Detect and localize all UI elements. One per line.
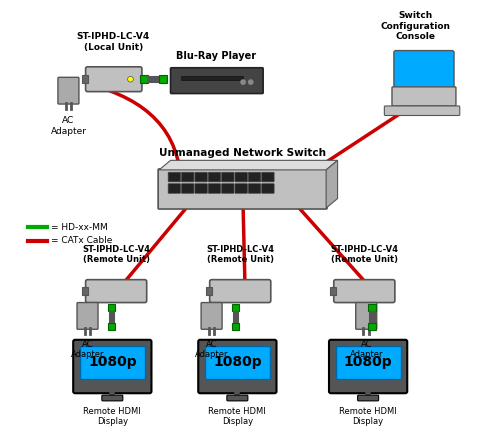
Text: 1080p: 1080p: [88, 355, 137, 369]
FancyBboxPatch shape: [108, 322, 115, 330]
FancyBboxPatch shape: [86, 279, 147, 302]
FancyBboxPatch shape: [233, 311, 238, 322]
FancyBboxPatch shape: [221, 184, 234, 193]
Text: Switch
Configuration
Console: Switch Configuration Console: [381, 11, 451, 41]
FancyBboxPatch shape: [168, 184, 181, 193]
Text: 1080p: 1080p: [344, 355, 392, 369]
FancyBboxPatch shape: [159, 75, 167, 83]
Polygon shape: [159, 160, 338, 170]
FancyBboxPatch shape: [384, 106, 460, 115]
Text: Blu-Ray Player: Blu-Ray Player: [176, 51, 256, 61]
FancyBboxPatch shape: [198, 340, 276, 393]
FancyBboxPatch shape: [235, 184, 247, 193]
FancyBboxPatch shape: [356, 302, 377, 329]
Text: ST-IPHD-LC-V4
(Remote Unit): ST-IPHD-LC-V4 (Remote Unit): [82, 245, 150, 265]
FancyBboxPatch shape: [210, 279, 271, 302]
FancyBboxPatch shape: [195, 172, 207, 182]
FancyBboxPatch shape: [392, 87, 456, 106]
FancyBboxPatch shape: [140, 75, 147, 83]
FancyBboxPatch shape: [262, 184, 274, 193]
FancyBboxPatch shape: [232, 303, 239, 311]
FancyBboxPatch shape: [205, 346, 270, 379]
Text: ST-IPHD-LC-V4
(Local Unit): ST-IPHD-LC-V4 (Local Unit): [76, 32, 150, 52]
FancyBboxPatch shape: [235, 172, 247, 182]
Text: Unmanaged Network Switch: Unmanaged Network Switch: [159, 148, 326, 158]
FancyBboxPatch shape: [208, 172, 220, 182]
FancyBboxPatch shape: [108, 311, 114, 322]
Text: AC
Adapter: AC Adapter: [195, 340, 228, 359]
FancyBboxPatch shape: [82, 75, 88, 83]
FancyBboxPatch shape: [201, 302, 222, 329]
FancyBboxPatch shape: [248, 184, 261, 193]
Text: AC
Adapter: AC Adapter: [71, 340, 104, 359]
Text: = CATx Cable: = CATx Cable: [51, 236, 113, 245]
Polygon shape: [326, 160, 338, 208]
FancyBboxPatch shape: [262, 172, 274, 182]
Text: Remote HDMI
Display: Remote HDMI Display: [83, 406, 141, 426]
FancyBboxPatch shape: [248, 172, 261, 182]
Circle shape: [248, 79, 254, 85]
FancyBboxPatch shape: [102, 395, 123, 401]
FancyBboxPatch shape: [181, 172, 194, 182]
FancyBboxPatch shape: [82, 287, 88, 295]
FancyBboxPatch shape: [181, 76, 243, 80]
Text: 1080p: 1080p: [213, 355, 262, 369]
FancyBboxPatch shape: [171, 68, 263, 94]
Text: Remote HDMI
Display: Remote HDMI Display: [339, 406, 397, 426]
FancyBboxPatch shape: [147, 76, 159, 82]
FancyBboxPatch shape: [232, 322, 239, 330]
FancyBboxPatch shape: [369, 311, 375, 322]
FancyBboxPatch shape: [208, 184, 220, 193]
FancyBboxPatch shape: [358, 395, 379, 401]
FancyBboxPatch shape: [158, 169, 327, 209]
Circle shape: [127, 76, 133, 82]
FancyBboxPatch shape: [108, 303, 115, 311]
Text: ST-IPHD-LC-V4
(Remote Unit): ST-IPHD-LC-V4 (Remote Unit): [206, 245, 274, 265]
FancyBboxPatch shape: [80, 346, 145, 379]
FancyBboxPatch shape: [206, 287, 212, 295]
FancyBboxPatch shape: [329, 340, 407, 393]
Text: AC
Adapter: AC Adapter: [349, 340, 383, 359]
FancyBboxPatch shape: [168, 172, 181, 182]
FancyBboxPatch shape: [195, 184, 207, 193]
FancyBboxPatch shape: [394, 51, 454, 92]
Text: ST-IPHD-LC-V4
(Remote Unit): ST-IPHD-LC-V4 (Remote Unit): [330, 245, 398, 265]
FancyBboxPatch shape: [86, 67, 142, 92]
FancyBboxPatch shape: [330, 287, 336, 295]
Circle shape: [240, 79, 246, 85]
FancyBboxPatch shape: [77, 302, 98, 329]
FancyBboxPatch shape: [336, 346, 401, 379]
Text: = HD-xx-MM: = HD-xx-MM: [51, 223, 108, 232]
Text: AC
Adapter: AC Adapter: [50, 116, 86, 136]
FancyBboxPatch shape: [334, 279, 395, 302]
FancyBboxPatch shape: [368, 322, 376, 330]
Text: Remote HDMI
Display: Remote HDMI Display: [208, 406, 266, 426]
FancyBboxPatch shape: [368, 303, 376, 311]
FancyBboxPatch shape: [227, 395, 248, 401]
FancyBboxPatch shape: [221, 172, 234, 182]
FancyBboxPatch shape: [58, 77, 79, 104]
FancyBboxPatch shape: [73, 340, 151, 393]
FancyBboxPatch shape: [181, 184, 194, 193]
